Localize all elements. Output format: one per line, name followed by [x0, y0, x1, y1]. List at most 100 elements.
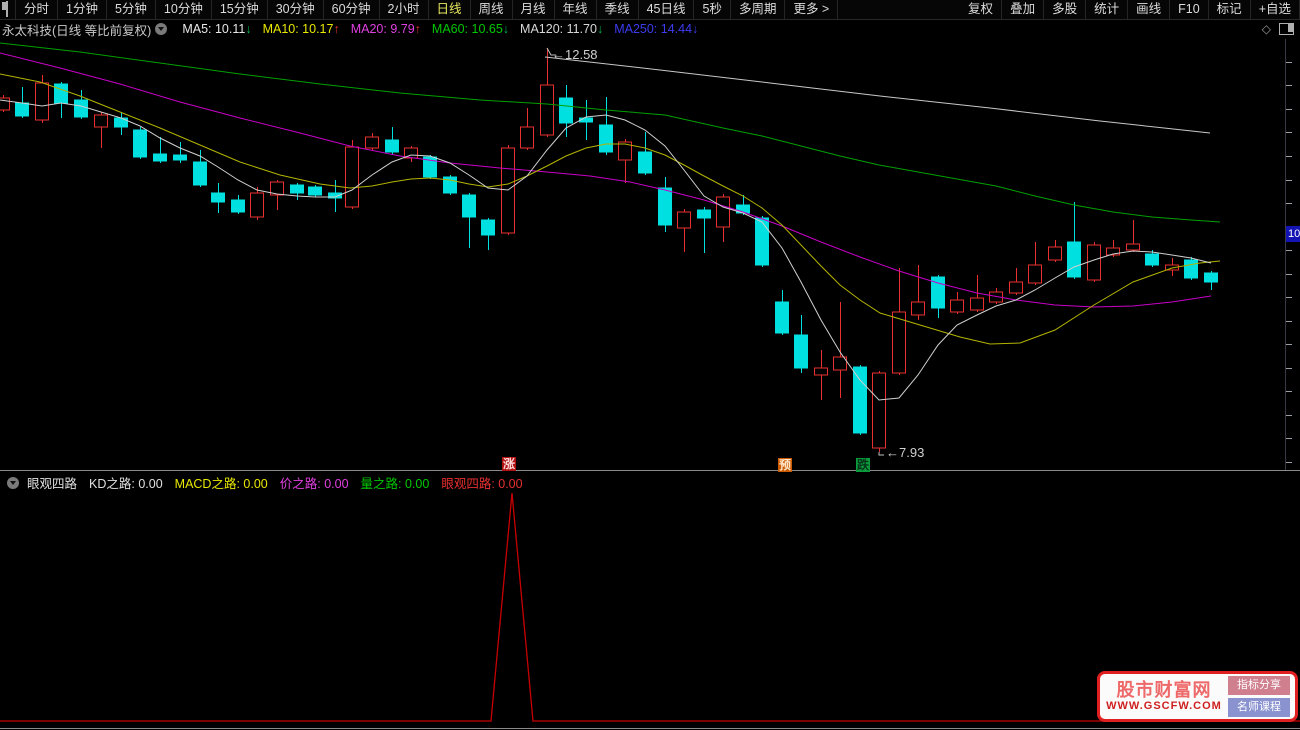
indicator-header: 眼观四路 KD之路: 0.00 MACD之路: 0.00 价之路: 0.00 量之路:… [3, 473, 523, 492]
watermark-url: WWW.GSCFW.COM [1106, 700, 1222, 712]
candle-body-down [853, 366, 867, 434]
candle-body-up [365, 136, 379, 149]
candle-body-down [290, 184, 304, 194]
ma-value-MA10: MA10: 10.17↑ [262, 22, 340, 36]
info-bar: 永太科技(日线 等比前复权) MA5: 10.11↓ MA10: 10.17↑ MA… [0, 20, 1300, 38]
candle-body-up [1087, 244, 1101, 281]
candle-body-up [833, 356, 847, 371]
menu-period-1分钟[interactable]: 1分钟 [58, 0, 107, 19]
candle-body-up [94, 114, 108, 128]
axis-price-tag: 10 [1286, 226, 1300, 242]
trend-arrow-icon: ↓ [245, 22, 252, 36]
trend-arrow-icon: ↓ [502, 22, 510, 36]
menu-action-叠加[interactable]: 叠加 [1002, 0, 1045, 19]
menu-action-F10[interactable]: F10 [1170, 0, 1209, 19]
menu-period-15分钟[interactable]: 15分钟 [212, 0, 268, 19]
candle-body-down [1184, 259, 1198, 279]
candle-body-down [385, 139, 399, 153]
candle-body-up [1126, 243, 1140, 251]
info-bar-right-icons: ◇ [1262, 20, 1294, 38]
menu-period-30分钟[interactable]: 30分钟 [268, 0, 324, 19]
candle-body-down [462, 194, 476, 218]
menu-period-60分钟[interactable]: 60分钟 [324, 0, 380, 19]
menu-period-月线[interactable]: 月线 [513, 0, 555, 19]
candle-body-up [911, 301, 925, 316]
indicator-collapse-icon[interactable] [7, 476, 19, 489]
indicator-signal-line [0, 492, 1300, 722]
menu-period-45日线[interactable]: 45日线 [639, 0, 695, 19]
candle-body-down [114, 117, 128, 128]
trend-arrow-icon: ↓ [692, 22, 699, 36]
menu-period-5秒[interactable]: 5秒 [694, 0, 731, 19]
watermark-badge: 指标分享 [1228, 676, 1290, 695]
candle-body-down [173, 154, 187, 161]
menu-period-更多 >[interactable]: 更多 > [785, 0, 839, 19]
action-menu: 复权 叠加 多股 统计 画线 F10 标记 +自选 [960, 0, 1300, 19]
watermark-text: 股市财富网 WWW.GSCFW.COM [1105, 680, 1223, 713]
candle-body-down [599, 124, 613, 153]
candle-body-up [716, 196, 730, 228]
menu-period-日线[interactable]: 日线 [429, 0, 471, 19]
candle-body-up [250, 192, 264, 218]
ma-value-MA20: MA20: 9.79↑ [350, 22, 421, 36]
candle-body-down [579, 117, 593, 123]
menu-action-画线[interactable]: 画线 [1128, 0, 1171, 19]
candle-body-down [308, 186, 322, 196]
ma-value-MA250: MA250: 14.44↓ [614, 22, 699, 36]
ma-value-MA120: MA120: 11.70↓ [520, 22, 604, 36]
panel-layout-icon[interactable] [1279, 23, 1294, 35]
diamond-icon[interactable]: ◇ [1261, 22, 1271, 36]
trend-arrow-icon: ↓ [596, 22, 604, 36]
menu-period-季线[interactable]: 季线 [597, 0, 639, 19]
period-menu: 分时 1分钟 5分钟 10分钟 15分钟 30分钟 60分钟 2小时 日线 周线 月线 年线 季线 45日… [0, 0, 839, 19]
menu-action-标记[interactable]: 标记 [1209, 0, 1251, 19]
indicator-field-KD之路: KD之路: 0.00 [89, 477, 163, 491]
menu-period-周线[interactable]: 周线 [471, 0, 513, 19]
menu-action-统计[interactable]: 统计 [1086, 0, 1129, 19]
trend-arrow-icon: ↑ [333, 22, 340, 36]
chevron-down-icon[interactable] [155, 23, 168, 35]
menu-period-多周期[interactable]: 多周期 [731, 0, 786, 19]
candle-body-up [345, 146, 359, 208]
ma-line-MA60 [0, 42, 1221, 223]
indicator-title: 眼观四路 [27, 477, 78, 491]
candle-body-up [1009, 281, 1023, 294]
menu-period-10分钟[interactable]: 10分钟 [156, 0, 212, 19]
candle-body-down [1145, 253, 1159, 266]
candle-body-up [520, 126, 534, 149]
indicator-field-价之路: 价之路: 0.00 [279, 477, 349, 491]
candle-body-down [658, 187, 672, 226]
menu-action-复权[interactable]: 复权 [960, 0, 1003, 19]
signal-marker-跌: 跌 [856, 458, 870, 472]
menu-period-分时[interactable]: 分时 [16, 0, 59, 19]
candle-body-up [970, 297, 984, 311]
menu-period-2小时[interactable]: 2小时 [380, 0, 429, 19]
candle-body-up [872, 372, 886, 449]
menu-action-+自选[interactable]: +自选 [1251, 0, 1300, 19]
candle-body-up [677, 211, 691, 229]
menu-period-5分钟[interactable]: 5分钟 [107, 0, 156, 19]
candle-body-up [618, 141, 632, 161]
candle-body-down [211, 192, 225, 203]
menu-action-多股[interactable]: 多股 [1044, 0, 1087, 19]
watermark-card: 股市财富网 WWW.GSCFW.COM 指标分享名师课程 [1097, 671, 1298, 722]
candle-body-up [1106, 247, 1120, 256]
candle-body-down [775, 301, 789, 334]
candle-body-up [270, 181, 284, 196]
menu-period-年线[interactable]: 年线 [555, 0, 597, 19]
candle-body-down [15, 102, 29, 117]
window-icon [6, 1, 8, 17]
watermark-badges: 指标分享 名师课程 [1228, 676, 1290, 717]
candle-body-down [755, 217, 769, 266]
candle-body-down [423, 156, 437, 178]
candle-body-down [231, 199, 245, 213]
candle-body-up [892, 311, 906, 374]
app-window-icon[interactable] [0, 0, 16, 19]
candle-body-down [133, 129, 147, 158]
candle-body-down [794, 334, 808, 369]
high-price-label: ←12.58 [552, 47, 598, 62]
watermark-badge: 名师课程 [1228, 698, 1290, 717]
candle-body-up [989, 291, 1003, 303]
stock-title: 永太科技(日线 等比前复权) [2, 23, 152, 38]
